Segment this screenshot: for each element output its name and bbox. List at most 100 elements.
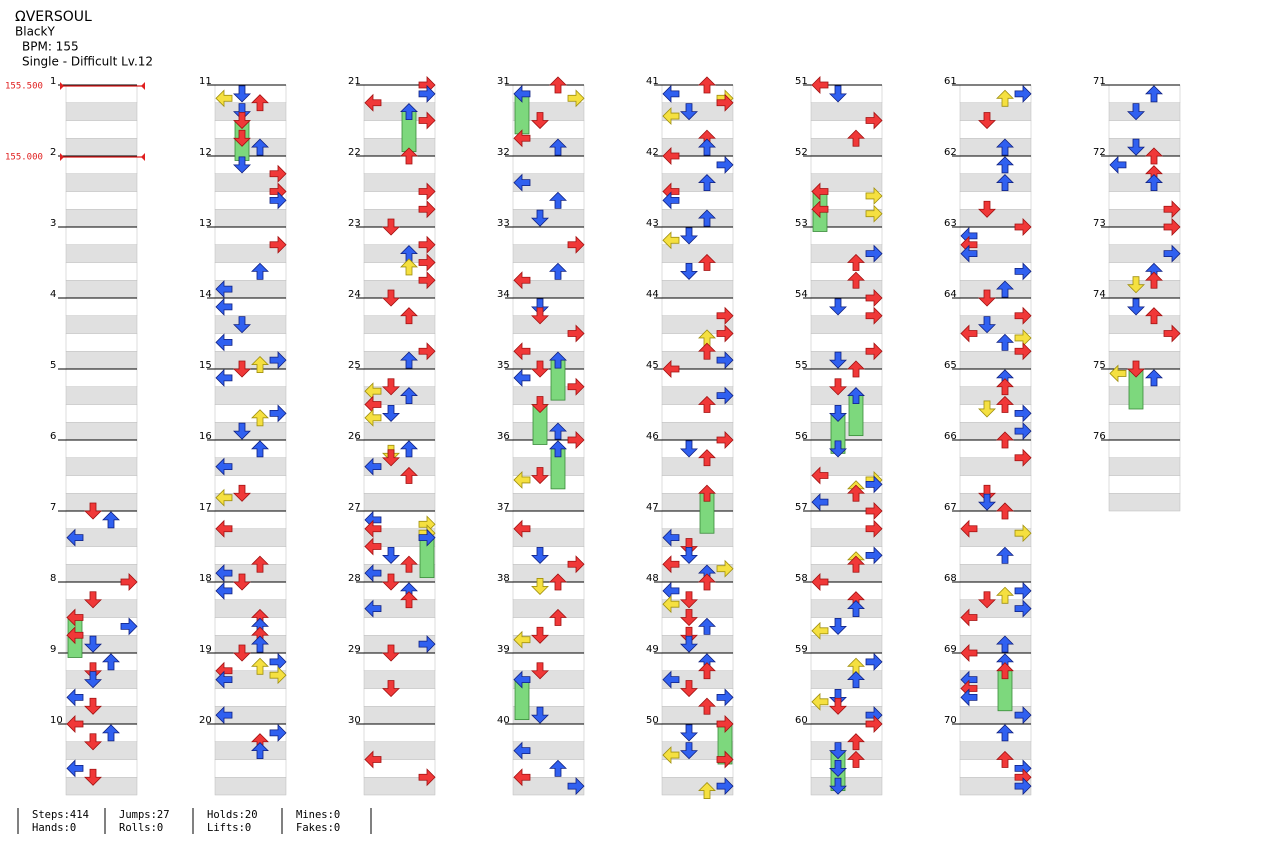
note-arrow: [1014, 581, 1032, 600]
bpm-marker: [141, 153, 145, 161]
beat-band: [959, 120, 1032, 139]
note-arrow: [66, 528, 84, 547]
note-arrow: [698, 662, 716, 680]
note-arrow: [811, 466, 829, 485]
note-arrow: [716, 386, 734, 405]
note-arrow: [960, 688, 978, 707]
beat-band: [1108, 84, 1181, 103]
measure-number: 33: [497, 218, 510, 229]
note-arrow: [996, 635, 1014, 653]
note-arrow: [84, 733, 102, 751]
note-arrow: [418, 111, 436, 130]
measure-number: 61: [944, 76, 957, 87]
note-arrow: [66, 608, 84, 627]
note-arrow: [269, 164, 287, 183]
beat-band: [65, 351, 138, 370]
note-arrow: [1014, 342, 1032, 361]
bpm: BPM: 155: [22, 40, 79, 54]
stat: Lifts:0: [207, 822, 251, 834]
beat-band: [661, 280, 734, 299]
note-arrow: [215, 280, 233, 299]
beat-band: [512, 599, 585, 618]
beat-band: [65, 191, 138, 210]
note-arrow: [847, 271, 865, 289]
beat-band: [959, 173, 1032, 192]
beat-band: [214, 439, 287, 458]
beat-band: [65, 280, 138, 299]
beat-band: [363, 297, 436, 316]
note-arrow: [1145, 174, 1163, 192]
note-arrow: [978, 400, 996, 418]
note-arrow: [996, 333, 1014, 351]
stat: Mines:0: [296, 809, 340, 821]
note-arrow: [1014, 777, 1032, 796]
note-arrow: [662, 191, 680, 210]
beat-band: [810, 138, 883, 157]
beat-band: [512, 493, 585, 512]
beat-band: [214, 635, 287, 654]
beat-band: [214, 759, 287, 778]
note-arrow: [698, 449, 716, 467]
beat-band: [661, 457, 734, 476]
beat-band: [1108, 280, 1181, 299]
note-arrow: [233, 422, 251, 440]
note-arrow: [865, 546, 883, 565]
note-arrow: [418, 182, 436, 201]
measure-number: 4: [50, 289, 56, 300]
measure-number: 42: [646, 147, 659, 158]
note-arrow: [716, 351, 734, 370]
measure-number: 45: [646, 360, 659, 371]
note-arrow: [84, 697, 102, 715]
beat-band: [661, 120, 734, 139]
note-arrow: [847, 671, 865, 689]
measure-number: 30: [348, 715, 361, 726]
measure-number: 69: [944, 644, 957, 655]
note-arrow: [662, 147, 680, 165]
note-arrow: [1163, 218, 1181, 236]
note-arrow: [251, 635, 269, 653]
beat-band: [959, 564, 1032, 583]
note-arrow: [978, 289, 996, 307]
measure-number: 25: [348, 360, 361, 371]
note-arrow: [847, 253, 865, 271]
beat-band: [810, 155, 883, 174]
note-arrow: [865, 519, 883, 538]
note-arrow: [215, 488, 233, 507]
note-arrow: [215, 519, 233, 538]
note-arrow: [662, 107, 680, 126]
note-arrow: [829, 688, 847, 706]
note-arrow: [662, 528, 680, 547]
note-arrow: [513, 368, 531, 387]
beat-band: [363, 777, 436, 796]
note-arrow: [996, 662, 1014, 680]
note-arrow: [1127, 298, 1145, 316]
note-arrow: [513, 470, 531, 489]
beat-band: [661, 475, 734, 494]
note-arrow: [418, 528, 436, 547]
measure-number: 63: [944, 218, 957, 229]
note-arrow: [1163, 324, 1181, 343]
note-arrow: [811, 76, 829, 94]
note-arrow: [418, 253, 436, 272]
measure-number: 67: [944, 502, 957, 513]
beat-band: [363, 422, 436, 441]
note-arrow: [382, 449, 400, 467]
note-arrow: [400, 103, 418, 121]
beat-band: [65, 439, 138, 458]
measure-number: 72: [1093, 147, 1106, 158]
note-arrow: [829, 759, 847, 777]
note-arrow: [978, 591, 996, 609]
stat: Hands:0: [32, 822, 76, 834]
beat-band: [959, 741, 1032, 760]
note-arrow: [680, 227, 698, 245]
measure-number: 38: [497, 573, 510, 584]
note-arrow: [382, 404, 400, 422]
beat-band: [65, 422, 138, 441]
note-arrow: [400, 555, 418, 573]
beat-band: [65, 102, 138, 121]
note-arrow: [269, 666, 287, 685]
measure-number: 70: [944, 715, 957, 726]
note-arrow: [549, 759, 567, 777]
song-title: ΩVERSOUL: [15, 9, 92, 25]
note-arrow: [680, 724, 698, 742]
